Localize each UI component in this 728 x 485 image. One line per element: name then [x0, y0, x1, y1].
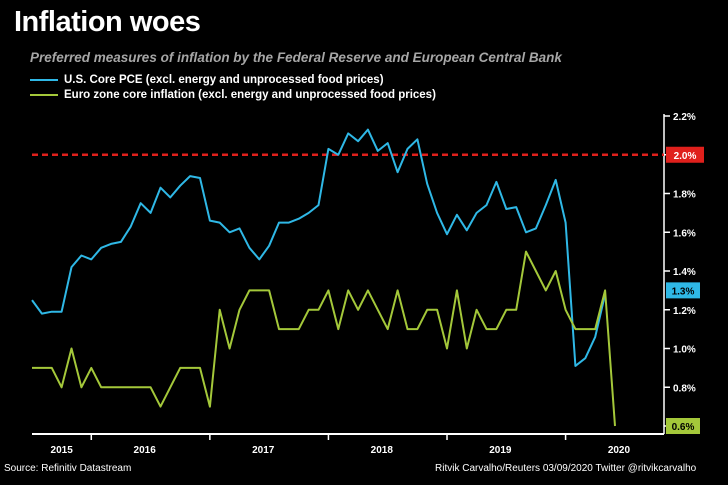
target-label-box — [666, 146, 704, 163]
credit-note: Ritvik Carvalho/Reuters 03/09/2020 Twitt… — [435, 463, 697, 474]
x-tick-label: 2016 — [134, 445, 157, 456]
ez-core-inflation-line — [32, 250, 616, 427]
chart-title: Inflation woes — [14, 6, 201, 38]
x-tick-label: 2015 — [51, 445, 74, 456]
end-value-label: 1.3% — [672, 286, 695, 297]
end-value-label: 0.6% — [672, 422, 695, 433]
y-tick-label: 1.2% — [673, 306, 696, 317]
chart-subtitle: Preferred measures of inflation by the F… — [30, 50, 562, 65]
legend-label-ez: Euro zone core inflation (excl. energy a… — [64, 89, 436, 101]
legend-item-ez: Euro zone core inflation (excl. energy a… — [30, 89, 436, 101]
legend-item-us: U.S. Core PCE (excl. energy and unproces… — [30, 74, 384, 86]
legend-swatch-us — [30, 79, 58, 81]
y-tick-label: 2.2% — [673, 112, 696, 123]
y-tick-label: 1.0% — [673, 345, 696, 356]
legend-swatch-ez — [30, 94, 58, 96]
source-note: Source: Refinitiv Datastream — [4, 463, 132, 474]
legend-label-us: U.S. Core PCE (excl. energy and unproces… — [64, 74, 384, 86]
x-tick-label: 2018 — [371, 445, 394, 456]
end-value-box — [666, 282, 700, 299]
y-tick-label: 0.8% — [673, 383, 696, 394]
x-tick-label: 2019 — [489, 445, 512, 456]
y-tick-label: 1.6% — [673, 228, 696, 239]
x-tick-label: 2020 — [608, 445, 631, 456]
y-tick-label: 1.4% — [673, 267, 696, 278]
x-tick-label: 2017 — [252, 445, 275, 456]
us-core-pce-line — [31, 128, 607, 367]
target-label: 2.0% — [674, 151, 697, 162]
y-tick-label: 1.8% — [673, 190, 696, 201]
end-value-box — [666, 418, 700, 434]
